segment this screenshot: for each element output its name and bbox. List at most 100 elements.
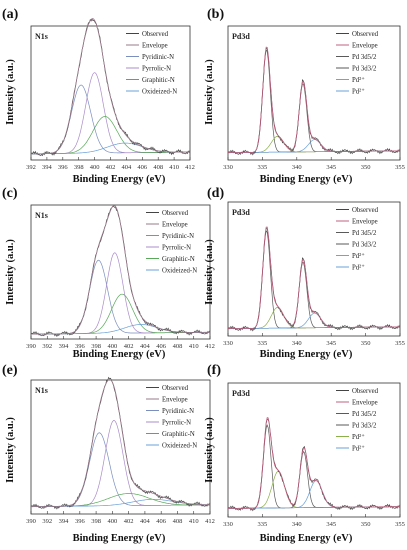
chart-panel-d: (d) Pd3d 330 335 340 345 350 355 Binding Energy … <box>204 186 405 360</box>
x-tick-label: 396 <box>75 518 86 525</box>
x-axis-label: Binding Energy (eV) <box>73 174 166 185</box>
legend-entry: Pd 3d5/2 <box>352 54 377 61</box>
x-tick-label: 402 <box>124 518 134 525</box>
panel-label: (e) <box>2 363 18 378</box>
legend-entry: Oxideized-N <box>142 89 177 96</box>
x-tick-label: 345 <box>326 340 336 347</box>
legend-entry: Pd 3d5/2 <box>352 230 377 237</box>
plot-frame <box>227 25 401 161</box>
x-tick-label: 330 <box>223 340 233 347</box>
x-tick-label: 398 <box>91 518 101 525</box>
series-line-2 <box>227 417 400 509</box>
x-tick-label: 390 <box>26 343 36 350</box>
legend-entry: Pyrrolic-N <box>142 66 171 73</box>
chart-panel-f: (f) Pd3d 330 335 340 345 350 355 Binding Energy … <box>204 363 405 544</box>
x-tick-label: 392 <box>26 164 36 171</box>
x-tick-label: 394 <box>42 164 53 171</box>
legend-entry: Oxideized-N <box>162 443 197 450</box>
x-tick-label: 340 <box>292 521 302 528</box>
legend-entry: Observed <box>162 210 189 217</box>
x-axis-label: Binding Energy (eV) <box>73 533 166 544</box>
chart-panel-e: (e) N1s 390 392 394 396 398 400 402 404 406 408 410 4… <box>2 363 215 544</box>
legend-entry: Pd 3d3/2 <box>352 423 377 430</box>
series-line-4 <box>31 72 190 155</box>
y-axis-label: Intensity (a.u.) <box>5 239 16 305</box>
legend-entry: Envelope <box>162 397 188 404</box>
legend-entry: Graphitic-N <box>142 77 175 84</box>
series-line-1 <box>30 18 191 157</box>
core-level-label: Pd3d <box>232 32 250 41</box>
chart-panel-a: (a) N1s 392 394 396 398 400 402 404 406 408 410 412 B… <box>2 7 195 185</box>
x-tick-label: 355 <box>395 340 405 347</box>
x-tick-label: 410 <box>189 343 199 350</box>
x-tick-label: 404 <box>140 343 151 350</box>
x-tick-label: 350 <box>361 164 371 171</box>
x-tick-label: 396 <box>58 164 69 171</box>
legend-entry: Graphitic-N <box>162 256 195 263</box>
x-tick-label: 355 <box>395 521 405 528</box>
legend-entry: Pd²⁺ <box>352 89 365 96</box>
panel-label: (a) <box>2 7 19 22</box>
x-tick-label: 392 <box>42 518 52 525</box>
series-line-2 <box>228 46 401 154</box>
x-tick-label: 330 <box>223 164 233 171</box>
x-tick-label: 392 <box>42 343 52 350</box>
x-tick-label: 398 <box>74 164 84 171</box>
x-tick-label: 410 <box>169 164 179 171</box>
legend-entry: Envelope <box>352 219 378 226</box>
series-line-2 <box>228 226 400 330</box>
y-axis-label: Intensity (a.u.) <box>204 417 215 483</box>
x-axis-label: Binding Energy (eV) <box>260 349 353 360</box>
series-line-4 <box>227 450 400 509</box>
x-tick-label: 400 <box>107 518 117 525</box>
series-line-3 <box>227 424 400 509</box>
legend-entry: Envelope <box>162 222 188 229</box>
x-tick-label: 330 <box>223 521 233 528</box>
panel-label: (c) <box>2 186 18 201</box>
panel-label: (d) <box>207 186 224 201</box>
panel-label: (b) <box>207 7 224 22</box>
legend-entry: Pd 3d3/2 <box>352 66 377 73</box>
panel-label: (f) <box>207 363 221 378</box>
x-tick-label: 335 <box>258 340 268 347</box>
legend-entry: Pd²⁺ <box>352 434 365 441</box>
series-line-5 <box>31 293 210 335</box>
plot-frame <box>227 382 401 518</box>
core-level-label: Pd3d <box>232 208 250 217</box>
legend-entry: Pyridinic-N <box>162 233 194 240</box>
x-tick-label: 402 <box>106 164 116 171</box>
x-tick-label: 408 <box>173 518 183 525</box>
y-axis-label: Intensity (a.u.) <box>5 59 16 125</box>
series-line-6 <box>227 480 400 509</box>
y-axis-label: Intensity (a.u.) <box>5 417 16 483</box>
legend-entry: Envelope <box>352 43 378 50</box>
legend-entry: Observed <box>162 385 189 392</box>
x-tick-label: 355 <box>395 164 405 171</box>
legend-entry: Pd²⁺ <box>352 253 365 260</box>
x-tick-label: 345 <box>326 164 336 171</box>
series-line-2 <box>31 379 210 508</box>
chart-panel-c: (c) N1s 390 392 394 396 398 400 402 404 406 408 410 4… <box>2 186 215 360</box>
x-tick-label: 404 <box>122 164 133 171</box>
x-tick-label: 335 <box>258 521 268 528</box>
x-tick-label: 335 <box>258 164 268 171</box>
legend-entry: Pyrrolic-N <box>162 420 191 427</box>
x-tick-label: 394 <box>59 518 70 525</box>
x-tick-label: 350 <box>361 521 371 528</box>
x-axis-label: Binding Energy (eV) <box>260 533 353 544</box>
legend-entry: Pd²⁺ <box>352 265 365 272</box>
core-level-label: Pd3d <box>232 389 250 398</box>
x-tick-label: 398 <box>91 343 101 350</box>
x-tick-label: 396 <box>75 343 86 350</box>
y-axis-label: Intensity (a.u.) <box>204 59 215 125</box>
x-tick-label: 400 <box>107 343 117 350</box>
x-tick-label: 350 <box>361 340 371 347</box>
series-line-4 <box>228 262 400 330</box>
series-line-1 <box>227 418 401 512</box>
core-level-label: N1s <box>35 386 48 395</box>
legend-entry: Pd 3d3/2 <box>352 242 377 249</box>
legend-entry: Observed <box>352 207 379 214</box>
legend-entry: Pyridinic-N <box>142 54 174 61</box>
x-axis-label: Binding Energy (eV) <box>260 174 353 185</box>
